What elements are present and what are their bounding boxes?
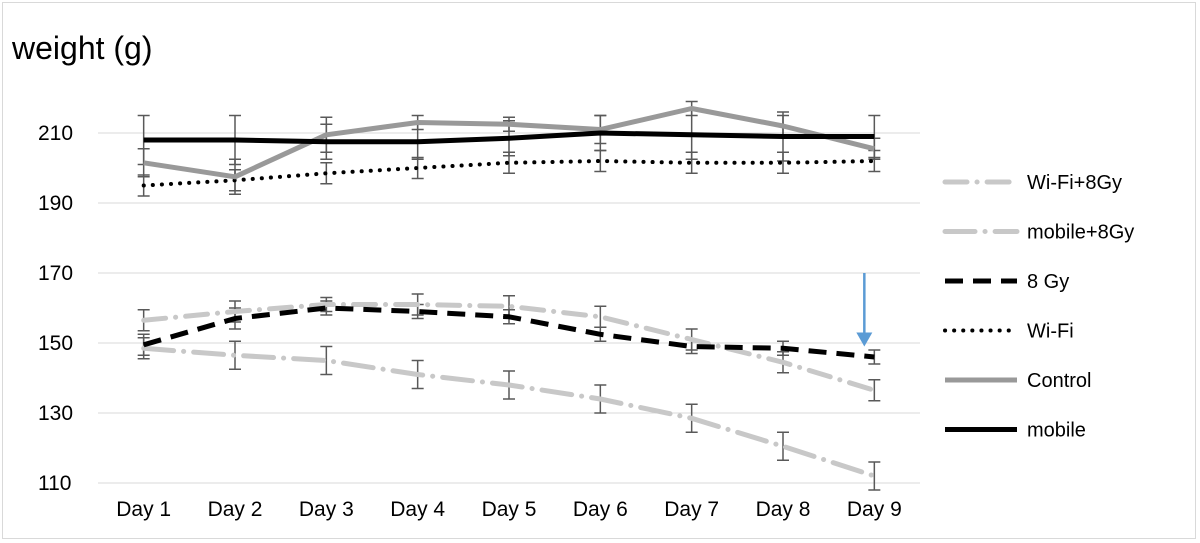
legend-label: 8 Gy bbox=[1027, 271, 1069, 293]
error-bar bbox=[868, 461, 881, 491]
legend-item: Control bbox=[945, 370, 1091, 392]
legend-item: mobile bbox=[945, 420, 1086, 442]
legend-item: Wi-Fi+8Gy bbox=[942, 172, 1122, 194]
legend-item: mobile+8Gy bbox=[942, 222, 1134, 244]
x-tick-label: Day 1 bbox=[116, 498, 171, 521]
chart-title: weight (g) bbox=[12, 30, 153, 66]
y-tick-label: 170 bbox=[38, 262, 73, 285]
x-tick-label: Day 8 bbox=[756, 498, 811, 521]
error-bar bbox=[320, 345, 333, 376]
x-tick-label: Day 7 bbox=[664, 498, 719, 521]
y-tick-label: 210 bbox=[38, 122, 73, 145]
error-bar bbox=[868, 349, 881, 365]
x-tick-label: Day 6 bbox=[573, 498, 628, 521]
x-tick-label: Day 9 bbox=[847, 498, 902, 521]
y-tick-label: 130 bbox=[38, 402, 73, 425]
annotation-arrow bbox=[856, 273, 873, 347]
legend: Wi-Fi+8Gy mobile+8Gy 8 Gy Wi-Fi Control mobil… bbox=[942, 172, 1134, 442]
legend-item: 8 Gy bbox=[945, 271, 1069, 293]
series-line-mobile bbox=[143, 130, 875, 145]
error-bar bbox=[777, 431, 789, 461]
legend-label: mobile bbox=[1027, 420, 1086, 442]
error-bar bbox=[868, 379, 881, 402]
series-line-mobile-8gy bbox=[141, 345, 877, 479]
x-tick-label: Day 4 bbox=[390, 498, 445, 521]
series-line-control bbox=[143, 106, 875, 180]
error-bar bbox=[868, 114, 881, 159]
x-tick-label: Day 3 bbox=[299, 498, 354, 521]
x-tick-label: Day 5 bbox=[482, 498, 537, 521]
error-bars bbox=[137, 100, 881, 491]
x-tick-label: Day 2 bbox=[208, 498, 263, 521]
legend-label: Wi-Fi+8Gy bbox=[1027, 172, 1122, 194]
y-tick-label: 150 bbox=[38, 332, 73, 355]
y-tick-label: 190 bbox=[38, 192, 73, 215]
series-lines bbox=[141, 106, 877, 479]
series-line-wi-fi bbox=[141, 159, 877, 188]
legend-label: mobile+8Gy bbox=[1027, 222, 1134, 244]
legend-label: Wi-Fi bbox=[1027, 321, 1074, 343]
y-tick-label: 110 bbox=[38, 472, 71, 495]
arrow-annotation bbox=[856, 273, 873, 347]
legend-item: Wi-Fi bbox=[943, 321, 1074, 343]
series-line-8-gy bbox=[143, 305, 875, 360]
legend-label: Control bbox=[1027, 370, 1091, 392]
x-axis-ticks: Day 1 Day 2 Day 3 Day 4 Day 5 Day 6 Day 7 Day 8… bbox=[116, 498, 902, 521]
y-axis-ticks: 110 130 150 170 190 210 bbox=[38, 122, 73, 495]
error-bar bbox=[137, 333, 150, 356]
